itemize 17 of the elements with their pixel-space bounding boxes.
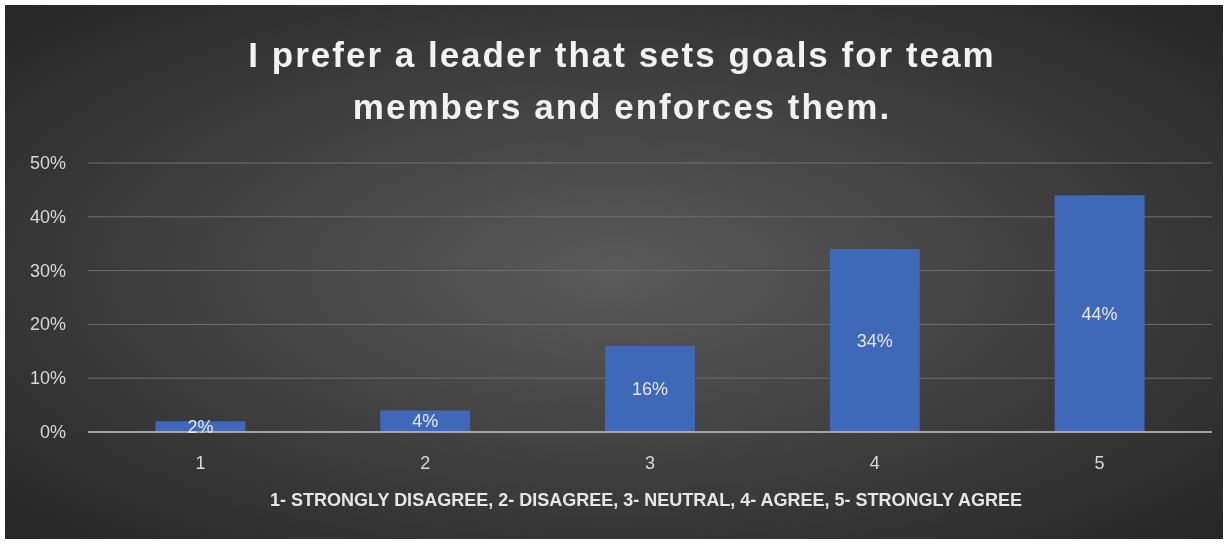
- x-axis-title: 1- STRONGLY DISAGREE, 2- DISAGREE, 3- NEUTRAL, 4- AGREE, 5- STRONGLY AGREE: [270, 490, 1022, 510]
- x-tick-label: 1: [195, 453, 206, 473]
- data-label: 4%: [412, 411, 439, 432]
- y-tick-label: 50%: [29, 153, 66, 173]
- chart-title: I prefer a leader that sets goals for team members and enforces them.: [248, 35, 996, 126]
- x-tick-label: 3: [644, 453, 656, 473]
- y-tick-label: 20%: [29, 314, 66, 335]
- x-tick-label: 5: [1094, 453, 1105, 473]
- y-tick-label: 0%: [39, 422, 66, 442]
- y-tick-label: 30%: [29, 260, 66, 281]
- data-label: 34%: [856, 330, 893, 351]
- x-tick-label: 4: [869, 453, 880, 473]
- y-tick-label: 40%: [29, 206, 66, 227]
- data-label: 16%: [631, 378, 669, 399]
- y-tick-label: 10%: [29, 368, 66, 389]
- x-tick-label: 2: [420, 453, 431, 473]
- data-label: 44%: [1081, 303, 1118, 324]
